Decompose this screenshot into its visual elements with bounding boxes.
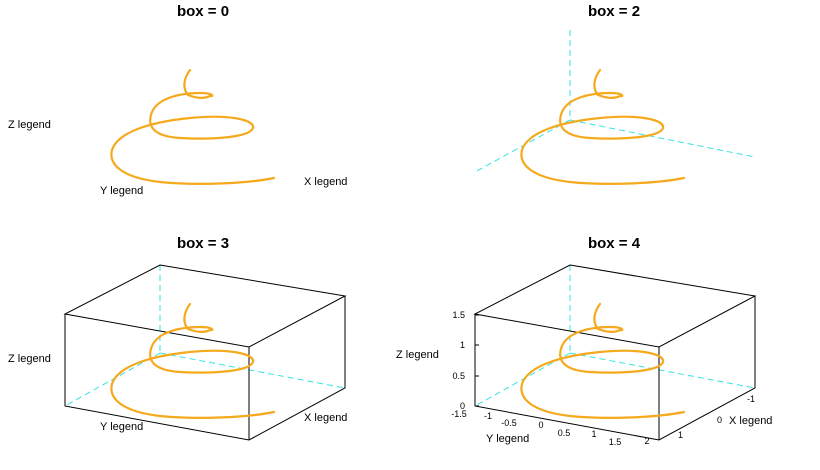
helix-series-line	[520, 68, 686, 185]
chart-title: box = 2	[588, 3, 640, 20]
y-tick-label: -0.5	[501, 418, 517, 428]
x-axis-line	[569, 119, 756, 158]
z-axis-ticks: 0 0.5 1 1.5	[452, 310, 479, 411]
z-tick-label: 1	[460, 340, 465, 350]
x-axis-ticks: -1 0 1	[678, 394, 755, 440]
x-tick-label: -1	[747, 394, 755, 404]
helix-series-line	[520, 302, 686, 419]
y-axis-line	[474, 352, 571, 407]
y-axis-ticks: -1.5 -1 -0.5 0 0.5 1 1.5 2	[451, 409, 649, 447]
y-axis-label: Y legend	[100, 185, 143, 197]
x-tick-label: 1	[678, 430, 683, 440]
chart-title: box = 0	[177, 3, 229, 20]
y-tick-label: -1.5	[451, 409, 467, 419]
y-tick-label: -1	[484, 411, 492, 421]
z-axis-label: Z legend	[396, 349, 439, 361]
y-tick-label: 1.5	[609, 437, 622, 447]
chart-panel-box-2: box = 2	[474, 3, 756, 185]
z-tick-label: 1.5	[452, 310, 465, 320]
y-tick-label: 0.5	[558, 428, 571, 438]
box-frame	[473, 264, 757, 441]
chart-title: box = 4	[588, 235, 641, 252]
x-axis-line	[569, 352, 756, 389]
y-axis-line	[64, 352, 161, 407]
helix-series-line	[110, 68, 276, 185]
y-axis-label: Y legend	[100, 421, 143, 433]
y-tick-label: 0	[538, 420, 543, 430]
x-axis-label: X legend	[304, 176, 347, 188]
y-tick-label: 1	[591, 429, 596, 439]
chart-panel-box-3: box = 3 Z legend Y legend X legend	[8, 235, 347, 441]
chart-panel-box-4: box = 4 0 0.5 1 1.5 -1.5 -1 -0.5 0 0.5 1…	[396, 235, 772, 447]
chart-title: box = 3	[177, 235, 229, 252]
y-tick-label: 2	[644, 436, 649, 446]
x-tick-label: 0	[717, 415, 722, 425]
x-axis-label: X legend	[729, 415, 772, 427]
z-tick-label: 0	[460, 401, 465, 411]
y-axis-label: Y legend	[486, 433, 529, 445]
z-axis-label: Z legend	[8, 119, 51, 131]
helix-series-line	[110, 302, 276, 419]
z-tick-label: 0.5	[452, 371, 465, 381]
chart-panel-box-0: box = 0 Z legend Y legend X legend	[8, 3, 347, 197]
x-axis-label: X legend	[304, 412, 347, 424]
z-axis-label: Z legend	[8, 353, 51, 365]
y-axis-line	[474, 119, 571, 173]
x-axis-line	[159, 352, 346, 389]
box-frame	[63, 264, 347, 441]
